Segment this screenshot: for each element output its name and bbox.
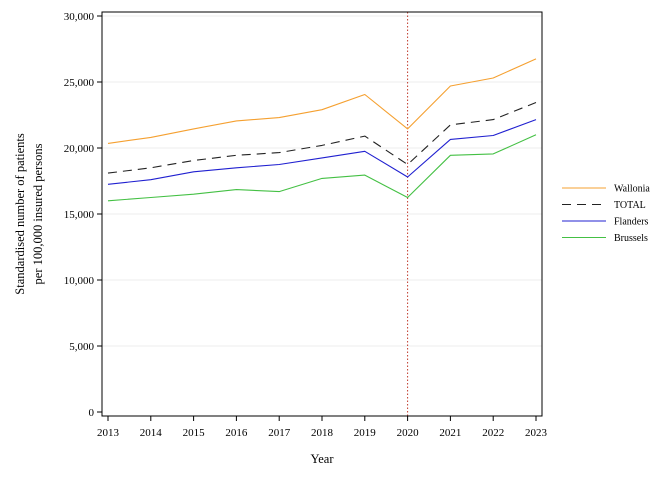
- x-axis: 2013 2014 2015 2016 2017 2018 2019 2020 2021 2022…: [97, 416, 548, 439]
- x-tick-label: 2022: [482, 427, 504, 439]
- y-tick-label: 0: [89, 407, 95, 419]
- x-tick-label: 2019: [354, 427, 377, 439]
- y-tick-label: 5,000: [69, 341, 94, 353]
- legend-label-flanders: Flanders: [614, 217, 649, 228]
- legend: Wallonia TOTAL Flanders Brussels: [562, 184, 650, 244]
- legend-label-total: TOTAL: [614, 200, 646, 211]
- legend-label-wallonia: Wallonia: [614, 184, 650, 195]
- series-line-total: [107, 101, 537, 174]
- series-lines: [107, 58, 537, 202]
- y-tick-label: 15,000: [64, 209, 95, 221]
- x-tick-label: 2017: [268, 427, 291, 439]
- x-tick-label: 2015: [183, 427, 206, 439]
- series-line-flanders: [107, 119, 537, 185]
- gridlines: [102, 15, 542, 347]
- y-tick-label: 30,000: [64, 11, 95, 23]
- legend-label-brussels: Brussels: [614, 233, 648, 244]
- series-line-brussels: [107, 134, 537, 202]
- y-tick-label: 10,000: [64, 275, 95, 287]
- x-axis-title: Year: [310, 452, 334, 466]
- y-tick-label: 25,000: [64, 77, 95, 89]
- y-tick-label: 20,000: [64, 143, 95, 155]
- y-axis-title-line-2: per 100,000 insured persons: [31, 143, 45, 284]
- x-tick-label: 2013: [97, 427, 120, 439]
- series-line-wallonia: [107, 58, 537, 144]
- x-tick-label: 2021: [439, 427, 461, 439]
- x-tick-label: 2016: [225, 427, 248, 439]
- y-axis: 0 5,000 10,000 15,000 20,000 25,000 30,000: [64, 11, 102, 419]
- x-tick-label: 2014: [140, 427, 163, 439]
- y-axis-title-line-1: Standardised number of patients: [13, 133, 27, 295]
- x-tick-label: 2018: [311, 427, 334, 439]
- x-tick-label: 2020: [397, 427, 420, 439]
- x-tick-label: 2023: [525, 427, 548, 439]
